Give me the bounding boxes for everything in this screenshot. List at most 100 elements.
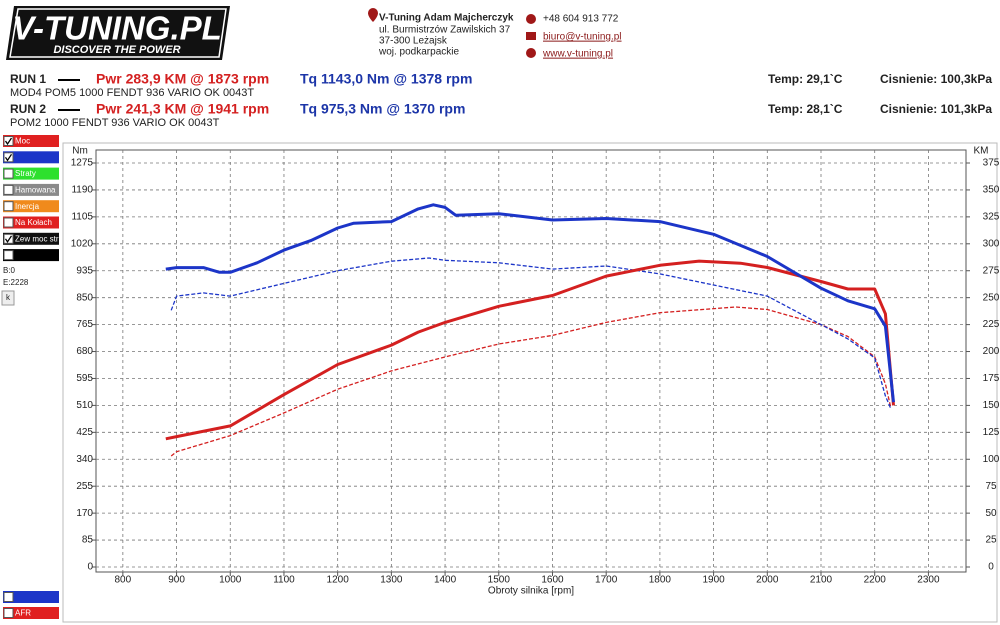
check bbox=[4, 137, 13, 146]
x-tick-label: 1000 bbox=[219, 575, 242, 586]
y2-tick-label: 0 bbox=[988, 562, 994, 573]
swatch bbox=[3, 151, 59, 164]
y2-tick-label: 25 bbox=[985, 535, 997, 546]
y-tick-label: 1275 bbox=[71, 158, 94, 169]
checkbox[interactable] bbox=[3, 217, 14, 228]
y2-tick-label: 200 bbox=[983, 346, 1000, 357]
check bbox=[4, 235, 13, 243]
phone: +48 604 913 772 bbox=[543, 14, 619, 25]
y2-axis-title: KM bbox=[974, 146, 989, 157]
checkbox[interactable] bbox=[3, 136, 14, 146]
panel-item[interactable]: Hamowana bbox=[3, 183, 59, 196]
y2-tick-label: 375 bbox=[983, 158, 1000, 169]
web-icon bbox=[526, 48, 536, 58]
checkbox[interactable] bbox=[3, 201, 14, 212]
series-line bbox=[170, 257, 892, 409]
panel-item[interactable]: Inercja bbox=[3, 200, 59, 213]
run-temp: Temp: 28,1`C bbox=[768, 102, 843, 116]
y-tick-label: 1105 bbox=[71, 212, 93, 223]
x-tick-label: 1600 bbox=[541, 575, 564, 586]
swatch bbox=[3, 183, 59, 196]
checkbox[interactable] bbox=[3, 592, 14, 602]
panel-label: Moc bbox=[15, 137, 30, 146]
y2-tick-label: 75 bbox=[985, 481, 997, 492]
y2-tick-label: 275 bbox=[983, 265, 1000, 276]
checkbox[interactable] bbox=[3, 168, 14, 179]
company: V-Tuning Adam Majcherczyk bbox=[379, 13, 514, 24]
website[interactable]: www.v-tuning.pl bbox=[542, 49, 613, 60]
panel-item[interactable]: Na Kołach bbox=[3, 216, 59, 229]
checkbox[interactable] bbox=[3, 608, 14, 618]
checkbox[interactable] bbox=[3, 152, 14, 163]
address-line: 37-300 Leżajsk bbox=[379, 36, 448, 47]
logo-text: V-TUNING.PL bbox=[12, 10, 222, 47]
y2-tick-label: 150 bbox=[983, 400, 1000, 411]
run-torque: Tq 1143,0 Nm @ 1378 rpm bbox=[300, 71, 472, 87]
run-description: POM2 1000 FENDT 936 VARIO OK 0043T bbox=[10, 117, 220, 129]
panel-item[interactable]: Zew moc str bbox=[3, 232, 59, 245]
checkbox[interactable] bbox=[3, 233, 14, 244]
e-value: E:2228 bbox=[3, 278, 29, 287]
x-tick-label: 2100 bbox=[810, 575, 833, 586]
series-line bbox=[165, 259, 895, 441]
panel-item[interactable] bbox=[3, 591, 59, 603]
run-description: MOD4 POM5 1000 FENDT 936 VARIO OK 0043T bbox=[10, 87, 254, 99]
run-pressure: Cisnienie: 101,3kPa bbox=[880, 102, 992, 116]
swatch bbox=[3, 232, 59, 245]
swatch bbox=[3, 167, 59, 180]
y2-tick-label: 300 bbox=[983, 238, 1000, 249]
check bbox=[4, 153, 13, 162]
panel-item[interactable] bbox=[3, 151, 59, 164]
y2-tick-label: 250 bbox=[983, 292, 1000, 303]
y-tick-label: 510 bbox=[76, 400, 93, 411]
y2-tick-label: 350 bbox=[983, 185, 1000, 196]
y-tick-label: 1020 bbox=[71, 238, 94, 249]
y-tick-label: 1190 bbox=[71, 185, 93, 196]
checkbox[interactable] bbox=[3, 184, 14, 195]
swatch bbox=[3, 591, 59, 603]
x-tick-label: 1900 bbox=[702, 575, 725, 586]
y-tick-label: 765 bbox=[76, 319, 93, 330]
panel-label: Na Kołach bbox=[15, 218, 52, 227]
runs: RUN 1 Pwr 283,9 KM @ 1873 rpm Tq 1143,0 Nm… bbox=[10, 71, 992, 129]
address-line: woj. podkarpackie bbox=[378, 47, 459, 58]
x-tick-label: 2000 bbox=[756, 575, 779, 586]
email[interactable]: biuro@v-tuning.pl bbox=[543, 32, 622, 43]
y-tick-label: 0 bbox=[87, 562, 93, 573]
logo bbox=[6, 6, 230, 60]
y2-tick-label: 325 bbox=[983, 212, 1000, 223]
x-tick-label: 1200 bbox=[327, 575, 350, 586]
panel-label: Straty bbox=[15, 169, 36, 178]
b-value: B:0 bbox=[3, 266, 16, 275]
x-tick-label: 800 bbox=[115, 575, 132, 586]
panel-item[interactable]: Straty bbox=[3, 167, 59, 180]
y2-tick-label: 175 bbox=[983, 373, 1000, 384]
panel-item[interactable]: Moc bbox=[3, 135, 59, 147]
y-tick-label: 170 bbox=[76, 508, 93, 519]
y2-tick-label: 125 bbox=[983, 427, 1000, 438]
panel-item[interactable] bbox=[3, 249, 59, 262]
mail-icon bbox=[526, 32, 536, 40]
run-pressure: Cisnienie: 100,3kPa bbox=[880, 72, 992, 86]
run-label: RUN 1 bbox=[10, 72, 46, 86]
x-tick-label: 2300 bbox=[917, 575, 940, 586]
panel-label: Inercja bbox=[15, 202, 40, 211]
side-panel: Moc Straty Hamowana Inercja Na Kołach Zew moc… bbox=[1, 135, 59, 619]
y2-tick-label: 225 bbox=[983, 319, 1000, 330]
x-tick-label: 1800 bbox=[649, 575, 672, 586]
checkbox[interactable] bbox=[3, 250, 14, 261]
button-label[interactable]: k bbox=[6, 293, 11, 302]
y-axis-title: Nm bbox=[72, 146, 88, 157]
button[interactable] bbox=[1, 290, 15, 306]
y-tick-label: 680 bbox=[76, 346, 93, 357]
panel-label: Hamowana bbox=[15, 186, 56, 195]
y-tick-label: 935 bbox=[76, 265, 93, 276]
run-temp: Temp: 29,1`C bbox=[768, 72, 843, 86]
swatch bbox=[3, 249, 59, 262]
y-tick-label: 850 bbox=[76, 292, 93, 303]
panel-item[interactable]: AFR bbox=[3, 607, 59, 619]
y-tick-label: 255 bbox=[76, 481, 93, 492]
address-line: ul. Burmistrzów Zawilskich 37 bbox=[379, 25, 511, 36]
pin-icon bbox=[368, 8, 378, 22]
